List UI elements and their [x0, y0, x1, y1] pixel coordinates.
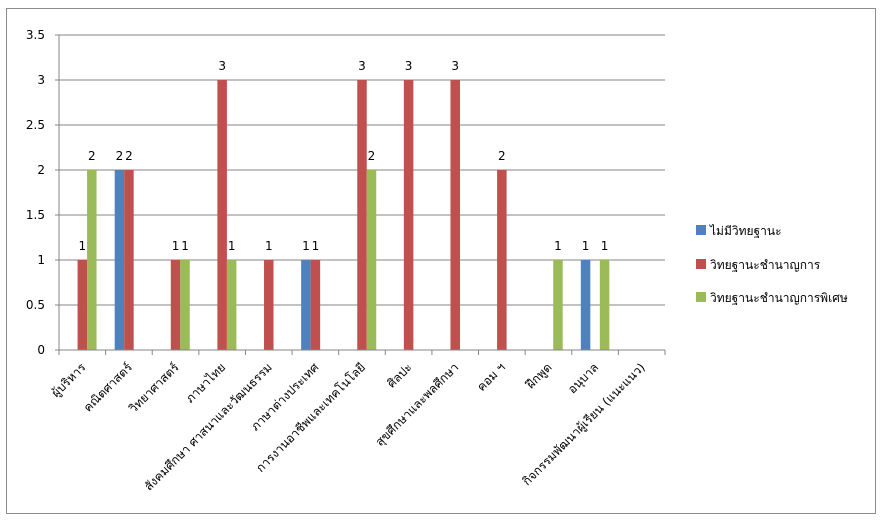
- data-label: 3: [405, 59, 413, 73]
- bar-3: [87, 170, 97, 350]
- data-label: 3: [451, 59, 459, 73]
- y-tick-label: 3.5: [26, 28, 45, 42]
- bar-2: [124, 170, 134, 350]
- bar-2: [497, 170, 507, 350]
- y-tick-label: 2: [37, 163, 45, 177]
- y-tick-label: 1: [37, 253, 45, 267]
- legend: ไม่มีวิทยฐานะวิทยฐานะชำนาญการวิทยฐานะชำน…: [696, 224, 848, 305]
- legend-swatch-3: [696, 292, 706, 302]
- legend-label-1: ไม่มีวิทยฐานะ: [709, 224, 782, 238]
- x-tick-label: วิทยาศาสตร์: [126, 360, 182, 416]
- bar-2: [450, 80, 460, 350]
- bar-1: [114, 170, 125, 350]
- bar-3: [599, 260, 610, 350]
- bar-2: [217, 80, 227, 350]
- data-label: 2: [368, 149, 376, 163]
- data-label: 2: [88, 149, 96, 163]
- y-tick-label: 2.5: [26, 118, 45, 132]
- bar-3: [366, 170, 377, 350]
- x-tick-label: ศิลปะ: [384, 360, 414, 390]
- data-label: 1: [172, 239, 180, 253]
- bar-3: [180, 260, 190, 350]
- x-tick-label: คอม ฯ: [474, 360, 508, 394]
- y-tick-label: 0: [37, 343, 45, 357]
- bar-2: [77, 260, 88, 350]
- data-label: 2: [116, 149, 124, 163]
- data-label: 1: [582, 239, 590, 253]
- bar-1: [301, 260, 311, 350]
- legend-label-3: วิทยฐานะชำนาญการพิเศษ: [710, 291, 848, 305]
- y-tick-label: 3: [37, 73, 45, 87]
- data-label: 1: [265, 239, 273, 253]
- legend-swatch-2: [696, 259, 706, 269]
- data-label: 2: [498, 149, 506, 163]
- data-label: 3: [218, 59, 226, 73]
- bar-2: [357, 80, 367, 350]
- bars: [77, 80, 610, 350]
- x-tick-label: ฝึกพูด: [523, 360, 556, 393]
- chart-frame: [6, 8, 876, 514]
- data-label: 1: [601, 239, 609, 253]
- bar-2: [310, 260, 321, 350]
- y-tick-label: 1.5: [26, 208, 45, 222]
- data-label: 1: [228, 239, 236, 253]
- data-label: 2: [125, 149, 133, 163]
- data-label: 1: [78, 239, 86, 253]
- x-tick-label: ผู้บริหาร: [49, 360, 90, 401]
- x-tick-label: ภาษาไทย: [183, 360, 228, 405]
- bar-2: [170, 260, 181, 350]
- data-label: 1: [181, 239, 189, 253]
- bar-1: [580, 260, 591, 350]
- data-label: 1: [312, 239, 320, 253]
- x-tick-label: สุขศึกษาและพลศึกษา: [373, 360, 462, 449]
- bar-3: [553, 260, 563, 350]
- bar-2: [403, 80, 414, 350]
- data-label: 3: [358, 59, 366, 73]
- legend-label-2: วิทยฐานะชำนาญการ: [710, 258, 821, 272]
- bar-3: [226, 260, 237, 350]
- bar-2: [264, 260, 274, 350]
- data-label: 1: [554, 239, 562, 253]
- y-tick-label: 0.5: [26, 298, 45, 312]
- x-tick-label: อนุบาล: [565, 360, 602, 397]
- legend-swatch-1: [696, 225, 706, 235]
- data-label: 1: [302, 239, 310, 253]
